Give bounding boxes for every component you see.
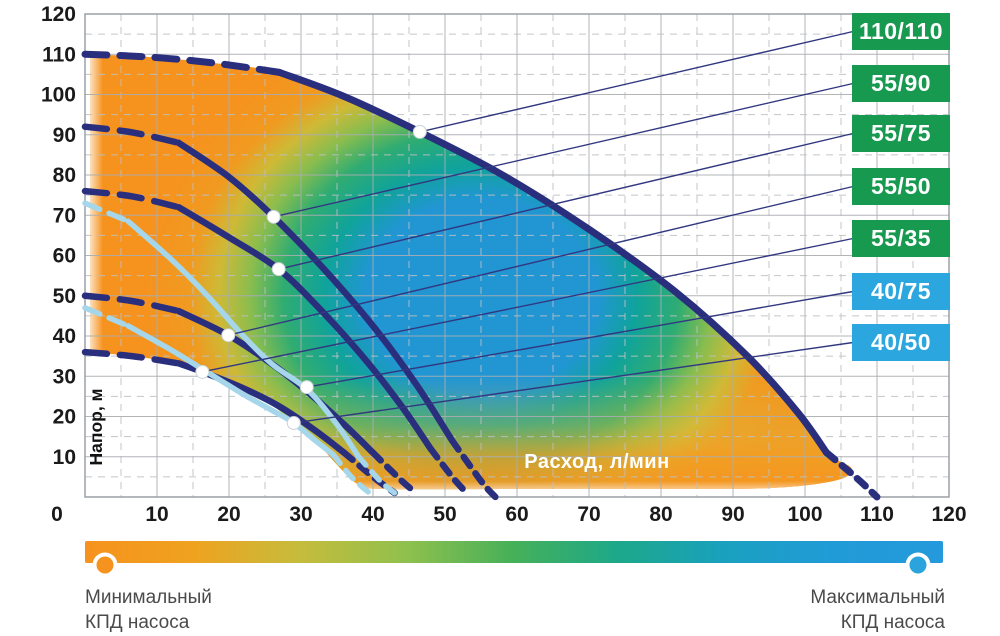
badge-55-75: 55/75 bbox=[852, 115, 950, 152]
x-tick-label: 40 bbox=[361, 503, 384, 526]
curve-55-90 bbox=[81, 123, 499, 501]
curve-dot-55-35 bbox=[195, 364, 210, 379]
curve-40-50 bbox=[82, 305, 373, 496]
curve-dot-110-110 bbox=[412, 124, 427, 139]
y-tick-label: 20 bbox=[53, 406, 76, 429]
legend-min-line1: Минимальный bbox=[85, 587, 212, 608]
x-tick-label: 20 bbox=[217, 503, 240, 526]
badge-label: 55/35 bbox=[870, 225, 932, 251]
x-tick-label: 100 bbox=[787, 503, 822, 526]
callout-40-75 bbox=[306, 290, 854, 388]
x-tick-label: 120 bbox=[931, 503, 966, 526]
legend-max-line2: КПД насоса bbox=[840, 612, 945, 633]
legend-max-marker bbox=[909, 556, 927, 574]
x-tick-label: 10 bbox=[145, 503, 168, 526]
curve-dot-40-75 bbox=[299, 380, 314, 395]
y-tick-label: 40 bbox=[53, 325, 76, 348]
badge-label: 55/75 bbox=[870, 120, 932, 146]
badge-55-35: 55/35 bbox=[852, 220, 950, 257]
x-tick-label: 30 bbox=[289, 503, 312, 526]
y-tick-label: 80 bbox=[53, 164, 76, 187]
curve-110-110 bbox=[81, 50, 881, 501]
badge-label: 110/110 bbox=[858, 18, 944, 44]
y-tick-label: 30 bbox=[53, 365, 76, 388]
curve-dot-55-75 bbox=[271, 262, 286, 277]
badge-110-110: 110/110 bbox=[852, 13, 950, 50]
badge-40-50: 40/50 bbox=[852, 324, 950, 361]
y-tick-label: 50 bbox=[53, 285, 76, 308]
legend-min-label: Минимальный КПД насоса bbox=[85, 585, 212, 635]
badge-55-90: 55/90 bbox=[852, 65, 950, 102]
y-tick-label: 70 bbox=[53, 204, 76, 227]
x-tick-label: 50 bbox=[433, 503, 456, 526]
y-tick-label: 90 bbox=[53, 124, 76, 147]
badge-label: 55/50 bbox=[870, 173, 932, 199]
callout-55-35 bbox=[202, 237, 854, 373]
y-tick-label: 10 bbox=[53, 446, 76, 469]
badge-40-75: 40/75 bbox=[852, 273, 950, 310]
y-tick-label: 100 bbox=[41, 84, 76, 107]
x-tick-label: 0 bbox=[51, 503, 63, 526]
callout-40-50 bbox=[293, 341, 854, 424]
badge-label: 40/75 bbox=[870, 278, 932, 304]
callout-55-50 bbox=[228, 185, 854, 336]
callout-110-110 bbox=[419, 30, 854, 133]
x-axis-title: Расход, л/мин bbox=[524, 451, 669, 473]
legend-min-line2: КПД насоса bbox=[85, 612, 190, 633]
legend-min-marker bbox=[96, 556, 114, 574]
y-tick-label: 110 bbox=[42, 43, 76, 66]
legend-max-label: Максимальный КПД насоса bbox=[810, 585, 945, 635]
callout-55-90 bbox=[273, 82, 854, 218]
y-tick-label: 60 bbox=[53, 245, 76, 268]
badge-55-50: 55/50 bbox=[852, 168, 950, 205]
x-tick-label: 80 bbox=[649, 503, 672, 526]
y-axis-title: Напор, м bbox=[86, 389, 106, 466]
y-tick-label: 120 bbox=[41, 3, 76, 26]
badge-label: 40/50 bbox=[870, 329, 932, 355]
curve-dot-40-50 bbox=[286, 415, 301, 430]
legend-max-line1: Максимальный bbox=[810, 587, 945, 608]
x-tick-label: 60 bbox=[505, 503, 528, 526]
badge-label: 55/90 bbox=[870, 70, 932, 96]
curve-40-75 bbox=[82, 200, 398, 496]
legend-gradient-bar bbox=[85, 541, 943, 563]
x-tick-label: 90 bbox=[721, 503, 744, 526]
callout-55-75 bbox=[278, 132, 854, 270]
x-tick-label: 70 bbox=[577, 503, 600, 526]
curve-dot-55-50 bbox=[221, 328, 236, 343]
x-tick-label: 110 bbox=[860, 503, 894, 526]
curve-dot-55-90 bbox=[266, 209, 281, 224]
curve-55-75 bbox=[81, 187, 470, 497]
